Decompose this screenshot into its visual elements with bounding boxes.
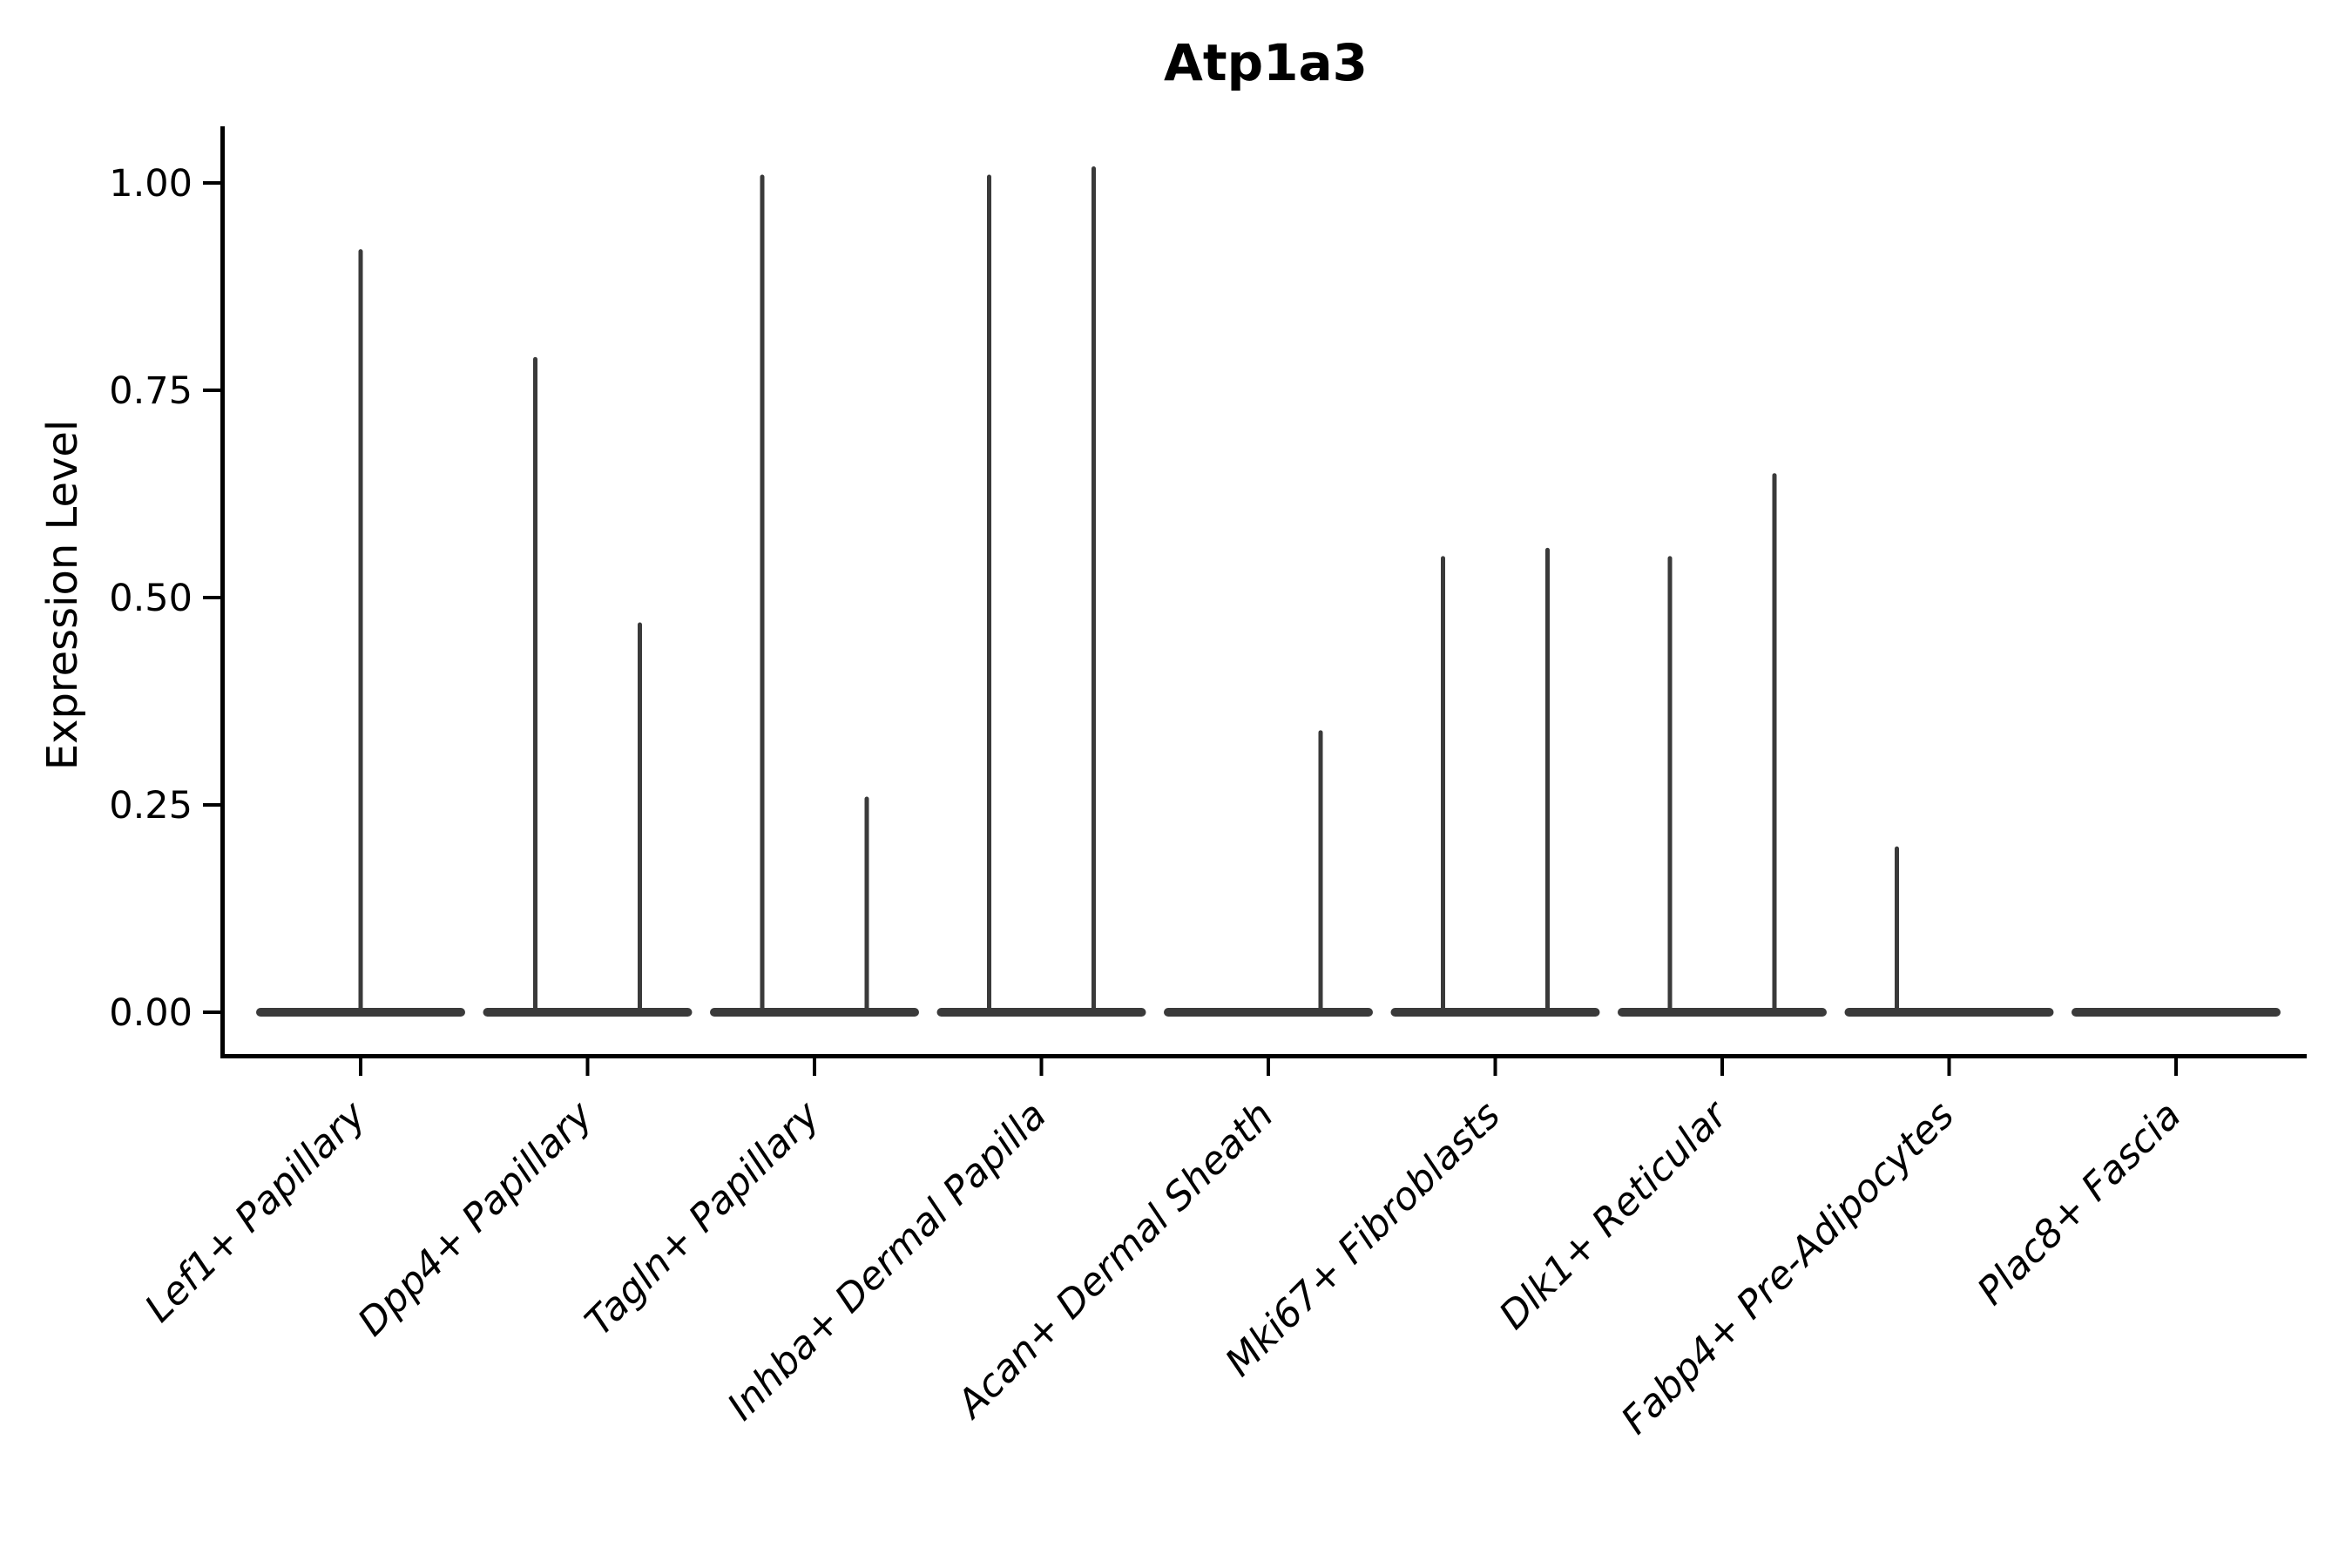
y-tick-mark [203, 181, 220, 185]
y-tick-mark [203, 1010, 220, 1014]
x-axis-spine [220, 1054, 2307, 1058]
violin-zero-bar [1618, 1008, 1827, 1017]
y-tick-label: 0.50 [109, 577, 193, 620]
y-tick-mark [203, 596, 220, 599]
violin-spike [1545, 547, 1550, 1012]
x-category-label: Dlk1+ Reticular [1490, 1092, 1737, 1338]
x-tick-mark [1039, 1058, 1044, 1076]
x-tick-mark [813, 1058, 816, 1076]
violin-zero-bar [1844, 1008, 2054, 1017]
violin-spike [864, 796, 869, 1012]
violin-spike [987, 174, 991, 1013]
x-category-label: Plac8+ Fascia [1969, 1093, 2189, 1314]
y-axis-spine [220, 126, 225, 1058]
x-category-label: Lef1+ Papillary [137, 1092, 375, 1331]
y-tick-label: 1.00 [109, 162, 193, 206]
x-tick-mark [1267, 1058, 1270, 1076]
violin-zero-bar [1164, 1008, 1373, 1017]
y-tick-label: 0.75 [109, 369, 193, 413]
violin-zero-bar [2072, 1008, 2281, 1017]
violin-spike [760, 174, 765, 1013]
y-tick-mark [203, 389, 220, 392]
violin-spike [1441, 556, 1445, 1012]
y-tick-mark [203, 803, 220, 807]
x-tick-mark [585, 1058, 590, 1076]
violin-zero-bar [936, 1008, 1146, 1017]
violin-zero-bar [483, 1008, 693, 1017]
violin-zero-bar [710, 1008, 919, 1017]
violin-spike [1092, 166, 1096, 1012]
y-tick-label: 0.00 [109, 991, 193, 1035]
violin-spike [638, 622, 642, 1012]
violin-spike [358, 249, 363, 1012]
x-tick-mark [1947, 1058, 1951, 1076]
y-tick-label: 0.25 [109, 784, 193, 828]
violin-spike [1895, 846, 1899, 1012]
x-tick-mark [1493, 1058, 1497, 1076]
violin-spike [533, 356, 537, 1012]
violin-spike [1772, 473, 1777, 1012]
chart-title: Atp1a3 [1164, 33, 1368, 92]
x-tick-mark [359, 1058, 362, 1076]
x-tick-mark [1720, 1058, 1724, 1076]
x-category-label: Tagln+ Papillary [577, 1092, 828, 1344]
violin-zero-bar [1390, 1008, 1600, 1017]
x-category-label: Dpp4+ Papillary [349, 1092, 602, 1345]
x-tick-mark [2174, 1058, 2178, 1076]
violin-spike [1318, 730, 1323, 1012]
violin-spike [1667, 556, 1673, 1012]
